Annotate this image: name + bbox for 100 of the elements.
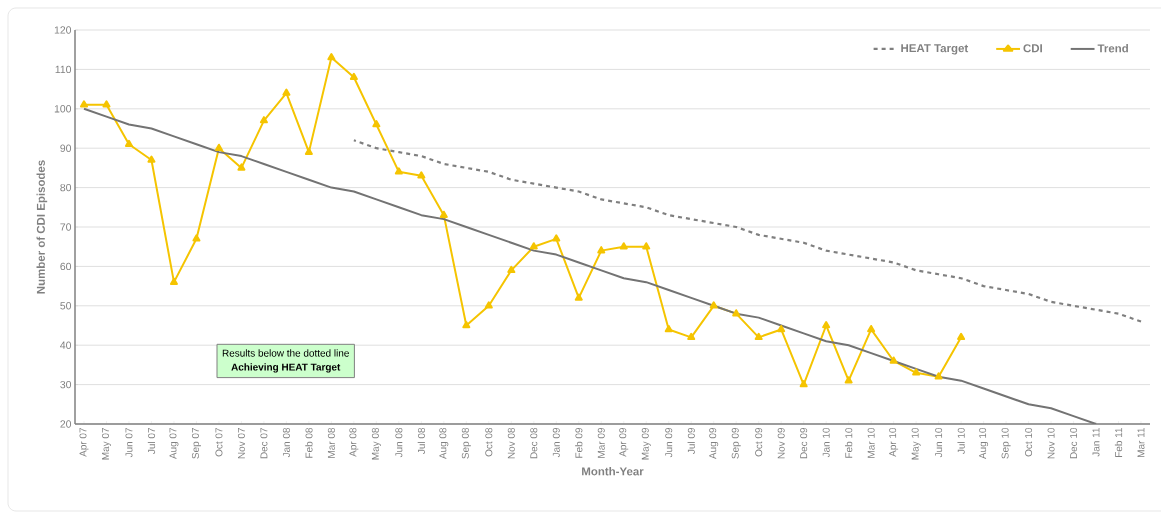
x-tick-label: Jul 09	[687, 428, 695, 454]
x-tick-label: Apr 08	[349, 427, 359, 457]
point	[237, 163, 246, 171]
y-tick-label: 20	[60, 420, 72, 428]
y-tick-label: 60	[60, 262, 72, 271]
x-tick-label: Feb 08	[305, 427, 313, 458]
x-tick-label: Sep 08	[461, 427, 471, 459]
point	[124, 139, 133, 147]
y-tick-label: 70	[60, 223, 72, 231]
x-tick-label: Oct 09	[755, 427, 763, 457]
point	[957, 332, 966, 341]
x-tick-label: Aug 07	[169, 428, 179, 460]
x-tick-label: Nov 10	[1047, 427, 1055, 459]
x-tick-label: Apr 09	[619, 427, 629, 457]
legend-label: Trend	[1097, 44, 1128, 53]
annotation: Results below the dotted line	[222, 349, 349, 357]
point	[259, 116, 268, 124]
x-tick-label: Nov 08	[507, 427, 515, 459]
x-tick-label: Nov 09	[777, 428, 785, 459]
x-tick-label: May 09	[641, 427, 651, 460]
point	[79, 100, 89, 108]
point	[282, 88, 291, 96]
x-tick-label: Jul 10	[957, 427, 965, 454]
point	[912, 368, 921, 376]
x-tick-label: Feb 09	[575, 427, 583, 458]
point	[529, 242, 538, 250]
point	[799, 380, 808, 388]
point	[327, 53, 336, 61]
legend-label: CDI	[1023, 44, 1042, 53]
x-tick-label: Apr 07	[79, 428, 89, 457]
y-tick-label: 100	[54, 105, 72, 113]
point	[552, 234, 561, 242]
point	[484, 301, 493, 309]
point	[642, 242, 651, 250]
point	[709, 301, 718, 309]
x-tick-label: Jan 08	[282, 427, 290, 458]
x-tick-label: Oct 10	[1025, 427, 1033, 457]
x-tick-label: Apr 10	[889, 427, 899, 457]
x-tick-label: Jun 08	[395, 427, 403, 458]
point	[777, 324, 786, 333]
x-tick-label: May 10	[911, 427, 921, 460]
point	[169, 277, 178, 285]
point	[192, 234, 201, 242]
x-tick-label: Jun 10	[935, 427, 943, 458]
x-tick-label: Jan 11	[1092, 428, 1100, 457]
x-tick-label: Sep 09	[731, 428, 741, 459]
x-tick-label: Oct 07	[215, 428, 223, 457]
point	[372, 120, 381, 128]
point	[732, 309, 741, 317]
x-tick-label: Aug 08	[439, 427, 449, 460]
x-tick-label: Jan 10	[822, 427, 830, 458]
point	[147, 155, 156, 163]
y-tick-label: 120	[54, 26, 72, 34]
x-tick-label: Dec 10	[1070, 427, 1078, 459]
x-tick-label: Mar 09	[597, 427, 605, 458]
x-tick-label: Feb 11	[1114, 428, 1123, 457]
x-tick-label: Jul 08	[417, 427, 425, 454]
point	[102, 100, 111, 108]
point	[462, 321, 471, 329]
point	[597, 246, 606, 254]
point	[304, 147, 313, 155]
y-tick-label: 30	[60, 380, 72, 389]
y-tick-label: 50	[60, 302, 72, 310]
point	[664, 324, 673, 333]
x-tick-label: Mar 08	[327, 427, 335, 458]
y-tick-label: 40	[60, 341, 72, 349]
x-tick-label: Jun 07	[125, 428, 133, 458]
point	[867, 324, 876, 333]
y-tick-label: 80	[60, 183, 72, 192]
point	[889, 356, 898, 364]
point	[754, 332, 763, 341]
legend-label: HEAT Target	[901, 44, 969, 55]
point	[507, 265, 516, 274]
x-tick-label: Sep 07	[191, 428, 201, 459]
y-axis-title: Number of CDI Episodes	[36, 160, 48, 294]
x-axis-title: Month-Year	[582, 467, 644, 476]
x-tick-label: Jun 09	[665, 428, 673, 458]
x-tick-label: Jul 07	[147, 428, 156, 454]
x-tick-label: May 07	[101, 428, 111, 460]
point	[574, 293, 583, 301]
y-tick-label: 110	[55, 65, 72, 74]
x-tick-label: May 08	[371, 427, 381, 460]
point	[934, 372, 943, 380]
point	[687, 332, 696, 341]
point	[349, 72, 358, 81]
x-tick-label: Jan 09	[552, 428, 560, 458]
x-tick-label: Mar 11	[1137, 428, 1145, 457]
point	[619, 242, 628, 250]
point	[844, 376, 853, 384]
x-tick-label: Dec 08	[530, 427, 538, 459]
annotation: Achieving HEAT Target	[231, 363, 341, 373]
x-tick-label: Aug 09	[709, 428, 719, 460]
x-tick-label: Oct 08	[485, 427, 493, 457]
point	[822, 321, 831, 329]
y-tick-label: 90	[60, 144, 72, 152]
x-tick-label: Aug 10	[979, 427, 989, 460]
x-tick-label: Mar 10	[867, 427, 875, 458]
point	[439, 210, 448, 218]
x-tick-label: Feb 10	[844, 427, 853, 458]
x-tick-label: Dec 07	[260, 428, 268, 459]
